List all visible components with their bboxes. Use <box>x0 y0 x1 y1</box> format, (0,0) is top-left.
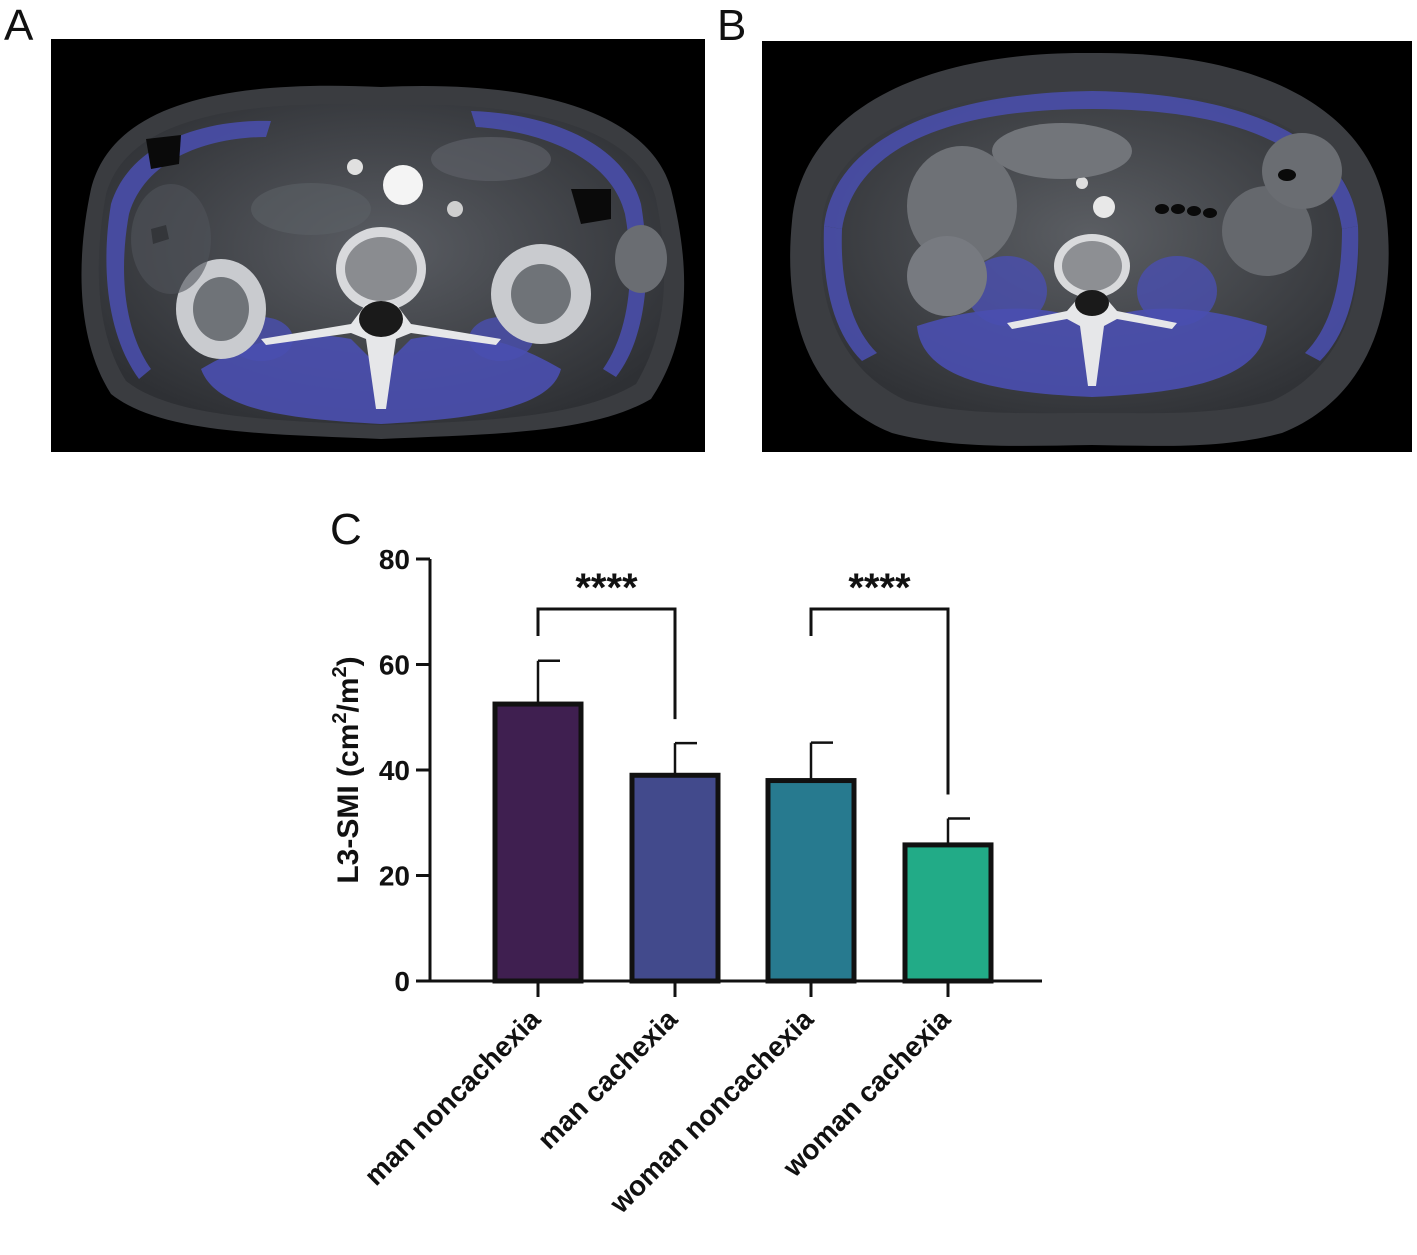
y-tick-label: 80 <box>379 544 410 575</box>
significance-label: **** <box>848 566 911 610</box>
bar <box>902 842 994 984</box>
bar <box>492 701 584 984</box>
bars <box>492 659 994 984</box>
panel-label-b: B <box>717 1 747 50</box>
significance-brackets: **** **** <box>536 566 950 795</box>
significance-bracket <box>536 607 677 720</box>
panel-label-c: C <box>330 505 362 554</box>
y-axis: 0 20 40 60 80 <box>379 544 432 997</box>
bar <box>765 778 857 984</box>
ct-scan-image-b <box>762 41 1412 452</box>
y-tick-label: 0 <box>394 966 410 997</box>
y-axis-title: L3-SMI (cm2/m2) <box>329 656 365 883</box>
bar <box>629 772 721 984</box>
y-tick-label: 40 <box>379 755 410 786</box>
panel-label-a: A <box>4 1 34 50</box>
x-tick-label: man noncachexia <box>358 1003 546 1191</box>
y-tick-label: 60 <box>379 650 410 681</box>
significance-label: **** <box>575 566 638 610</box>
y-tick-label: 20 <box>379 861 410 892</box>
significance-bracket <box>809 607 950 795</box>
ct-scan-image-a <box>51 39 705 452</box>
x-tick-label: man cachexia <box>531 1003 683 1155</box>
